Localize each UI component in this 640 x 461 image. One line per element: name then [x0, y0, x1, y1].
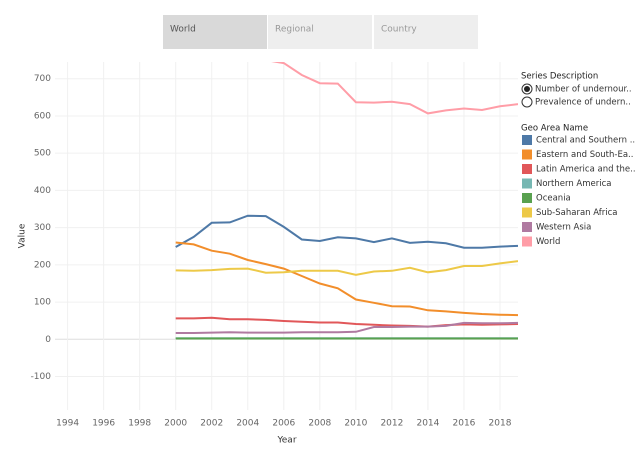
series-line: [175, 321, 518, 334]
legend-label: Oceania: [536, 194, 571, 204]
x-tick-label: 2010: [344, 419, 367, 429]
series-line: [175, 316, 518, 328]
radio-label[interactable]: Number of undernour..: [535, 85, 632, 95]
x-tick-label: 2008: [308, 419, 331, 429]
series-line: [175, 241, 518, 317]
legend-title: Series Description: [521, 72, 598, 82]
legend-swatch: [522, 149, 532, 160]
tab[interactable]: [163, 15, 267, 49]
tab-label[interactable]: World: [170, 25, 196, 35]
radio-label[interactable]: Prevalence of undern..: [535, 98, 631, 108]
legend-swatch: [522, 193, 532, 203]
y-tick-label: 300: [34, 223, 51, 233]
x-tick-label: 2012: [380, 419, 403, 429]
legend-swatch: [522, 135, 532, 145]
y-tick-label: -100: [31, 372, 52, 382]
legend-label: World: [536, 237, 560, 247]
series-line: [175, 260, 518, 276]
legend-label: Western Asia: [536, 223, 591, 233]
x-tick-label: 1998: [128, 419, 151, 429]
legend-swatch: [522, 222, 532, 232]
tab-label[interactable]: Country: [381, 25, 417, 35]
legend-swatch: [522, 236, 532, 247]
x-tick-label: 1994: [56, 419, 79, 429]
legend-title: Geo Area Name: [521, 124, 588, 134]
series-line: [271, 62, 518, 115]
legend-label: Sub-Saharan Africa: [536, 208, 617, 218]
legend-swatch: [522, 207, 532, 218]
x-tick-label: 1996: [92, 419, 115, 429]
y-tick-label: 200: [34, 260, 51, 270]
y-tick-label: 600: [34, 111, 51, 121]
y-axis-label: Value: [18, 223, 28, 248]
y-tick-label: 0: [45, 335, 51, 345]
x-axis-label: Year: [276, 436, 296, 446]
y-tick-label: 400: [34, 186, 51, 196]
y-tick-label: 500: [34, 149, 51, 159]
series-line: [175, 214, 518, 249]
x-tick-label: 2016: [453, 419, 476, 429]
legend-label: Latin America and the..: [536, 165, 636, 175]
tab[interactable]: [374, 15, 478, 49]
legend-label: Eastern and South-Ea..: [536, 150, 633, 160]
legend-label: Central and Southern ..: [536, 136, 635, 146]
radio-button[interactable]: [521, 96, 533, 108]
x-tick-label: 2002: [200, 419, 223, 429]
tab[interactable]: [268, 15, 372, 49]
tab-label[interactable]: Regional: [275, 25, 314, 35]
legend-swatch: [522, 178, 532, 189]
y-tick-label: 100: [34, 298, 51, 308]
legend-swatch: [522, 164, 532, 174]
x-tick-label: 2018: [489, 419, 512, 429]
legend-label: Northern America: [536, 179, 612, 189]
radio-dot: [524, 86, 530, 92]
x-tick-label: 2014: [416, 419, 439, 429]
x-tick-label: 2006: [272, 419, 295, 429]
x-tick-label: 2000: [164, 419, 187, 429]
y-tick-label: 700: [34, 74, 51, 84]
x-tick-label: 2004: [236, 419, 259, 429]
